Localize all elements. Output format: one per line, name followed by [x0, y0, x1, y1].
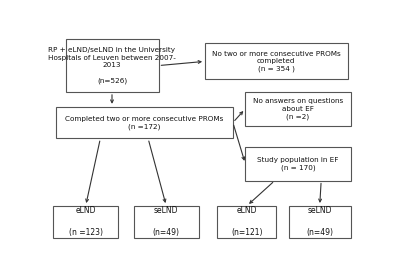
FancyBboxPatch shape — [134, 206, 199, 238]
FancyBboxPatch shape — [245, 92, 351, 126]
Text: Study population in EF
(n = 170): Study population in EF (n = 170) — [257, 157, 339, 171]
FancyBboxPatch shape — [53, 206, 118, 238]
Text: eLND

(n=121): eLND (n=121) — [231, 206, 263, 237]
Text: Completed two or more consecutive PROMs
(n =172): Completed two or more consecutive PROMs … — [65, 116, 224, 130]
FancyBboxPatch shape — [66, 39, 158, 92]
Text: No two or more consecutive PROMs
completed
(n = 354 ): No two or more consecutive PROMs complet… — [212, 51, 341, 72]
Text: seLND

(n=49): seLND (n=49) — [306, 206, 333, 237]
Text: eLND

(n =123): eLND (n =123) — [69, 206, 103, 237]
FancyBboxPatch shape — [289, 206, 351, 238]
Text: seLND

(n=49): seLND (n=49) — [153, 206, 180, 237]
FancyBboxPatch shape — [205, 43, 348, 79]
FancyBboxPatch shape — [245, 147, 351, 181]
FancyBboxPatch shape — [218, 206, 276, 238]
Text: No answers on questions
about EF
(n =2): No answers on questions about EF (n =2) — [253, 98, 343, 119]
Text: RP + eLND/seLND in the University
Hospitals of Leuven between 2007-
2013

(n=526: RP + eLND/seLND in the University Hospit… — [48, 47, 176, 84]
FancyBboxPatch shape — [56, 107, 233, 138]
